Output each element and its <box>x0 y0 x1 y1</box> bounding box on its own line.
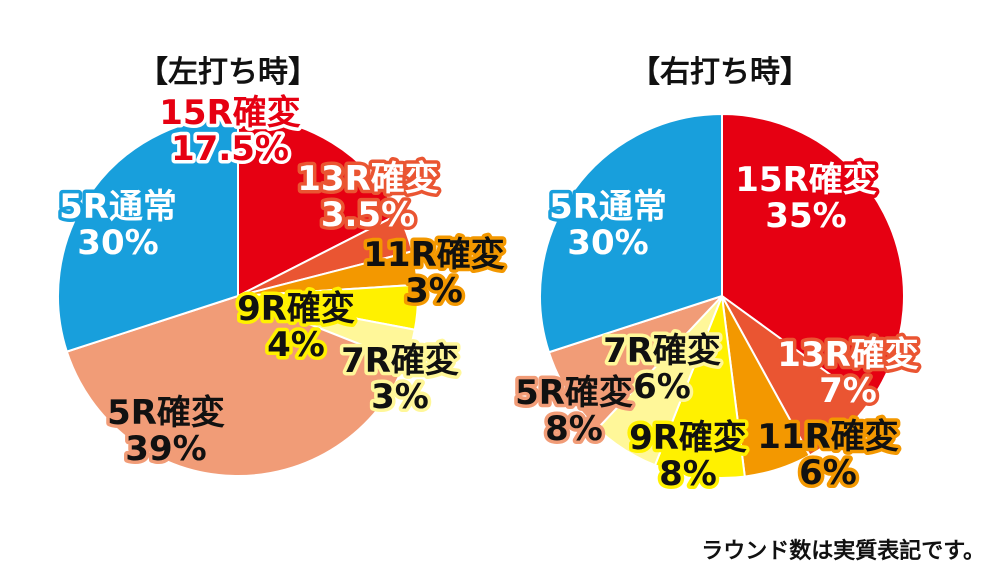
slice-percentage: 8% <box>659 454 717 494</box>
slice-name: 5R通常 <box>549 187 667 227</box>
pie-slice-left-15r-kakuhen <box>237 114 400 298</box>
slice-name: 5R通常 <box>59 187 177 227</box>
slice-label-left-7r-kakuhen: 7R確変 3% <box>341 341 459 417</box>
slice-label-left-5r-tsujo: 5R通常 30% <box>59 187 177 263</box>
slice-label-right-11r-kakuhen: 11R確変 6% <box>757 417 899 493</box>
slice-name: 15R確変 <box>735 160 877 200</box>
slice-name: 11R確変 <box>757 417 899 457</box>
chart-title-right: 【右打ち時】 <box>630 55 810 90</box>
slice-name: 13R確変 <box>297 159 439 199</box>
slice-name: 13R確変 <box>777 335 919 375</box>
pie-chart-right-hit: 【右打ち時】 15R確変 35%13R確変 7%11R確変 6%9R確変 8%7R確変 6… <box>512 55 923 498</box>
pie-slice-right-5r-kakuhen <box>547 295 723 431</box>
slice-name: 11R確変 <box>363 235 505 275</box>
slice-percentage: 3% <box>371 377 429 417</box>
slice-name: 7R確変 <box>341 341 459 381</box>
slice-label-right-15r-kakuhen: 15R確変 35% <box>735 160 877 236</box>
pie-chart-left-hit: 【左打ち時】 15R確変 17.5%13R確変 3.5%11R確変 3%9R確変 4% 7… <box>56 55 509 477</box>
pie-labels-right: 15R確変 35%13R確変 7%11R確変 6%9R確変 8%7R確変 6%5R確変 8%… <box>512 157 923 498</box>
slice-label-left-13r-kakuhen: 13R確変 3.5% <box>297 159 439 235</box>
slice-percentage: 17.5% <box>171 129 289 169</box>
pie-slices-left <box>57 114 419 477</box>
slice-percentage: 8% <box>545 409 603 449</box>
pie-slice-left-5r-tsujo <box>57 114 239 353</box>
pie-slices-right <box>539 112 905 479</box>
slice-percentage: 3.5% <box>321 195 415 235</box>
pie-slice-right-5r-tsujo <box>539 112 723 354</box>
slice-label-right-7r-kakuhen: 7R確変 6% <box>603 331 721 407</box>
pie-slice-right-15r-kakuhen <box>721 112 905 405</box>
slice-name: 7R確変 <box>603 331 721 371</box>
slice-label-left-11r-kakuhen: 11R確変 3% <box>363 235 505 311</box>
slice-percentage: 3% <box>405 271 463 311</box>
slice-percentage: 39% <box>125 429 206 469</box>
pie-labels-left: 15R確変 17.5%13R確変 3.5%11R確変 3%9R確変 4% 7R確変 3%5R… <box>56 90 509 473</box>
slice-percentage: 4% <box>267 325 325 365</box>
slice-label-left-9r-kakuhen: 9R確変 4% <box>237 289 355 365</box>
slice-percentage: 7% <box>819 371 877 411</box>
slice-name: 15R確変 <box>159 93 301 133</box>
chart-title-left: 【左打ち時】 <box>138 55 318 90</box>
slice-percentage: 6% <box>633 367 691 407</box>
footnote: ラウンド数は実質表記です。 <box>701 538 985 564</box>
pie-slice-right-9r-kakuhen <box>653 295 746 479</box>
slice-label-right-5r-kakuhen: 5R確変 8% <box>515 373 633 449</box>
slice-label-right-9r-kakuhen: 9R確変 8% <box>629 418 747 494</box>
slice-percentage: 30% <box>77 223 158 263</box>
slice-percentage: 30% <box>567 223 648 263</box>
slice-name: 9R確変 <box>237 289 355 329</box>
slice-percentage: 6% <box>799 453 857 493</box>
slice-name: 5R確変 <box>107 393 225 433</box>
slice-label-right-13r-kakuhen: 13R確変 7% <box>777 335 919 411</box>
slice-name: 9R確変 <box>629 418 747 458</box>
pie-slice-left-5r-kakuhen <box>65 294 407 477</box>
slice-label-left-5r-kakuhen: 5R確変 39% <box>107 393 225 469</box>
slice-label-left-15r-kakuhen: 15R確変 17.5% <box>159 93 301 169</box>
slice-label-right-5r-tsujo: 5R通常 30% <box>549 187 667 263</box>
slice-percentage: 35% <box>765 196 846 236</box>
slice-name: 5R確変 <box>515 373 633 413</box>
